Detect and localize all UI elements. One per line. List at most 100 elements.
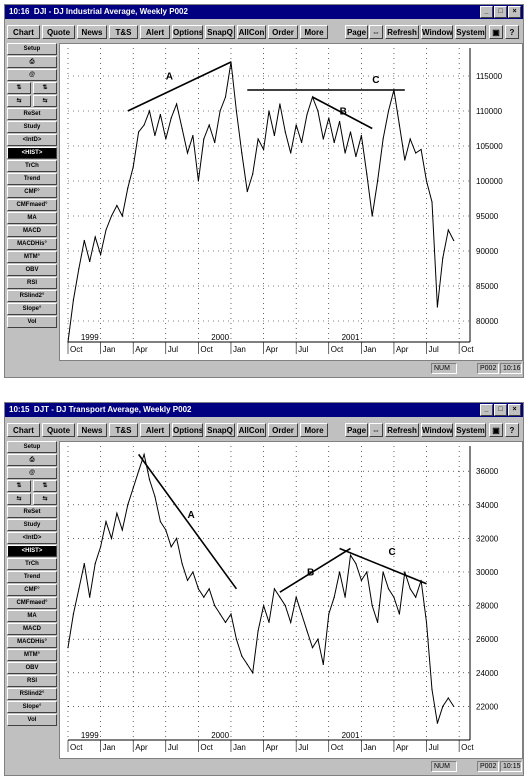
y-tick-label: 85000 <box>476 282 499 291</box>
restore-icon[interactable]: ▣ <box>489 25 503 39</box>
maximize-button[interactable]: □ <box>494 404 507 416</box>
data-point <box>442 257 444 259</box>
scale-up-icon[interactable]: ⇅ <box>7 480 31 492</box>
vol-button[interactable]: Vol <box>7 316 57 328</box>
at-button[interactable]: @ <box>7 467 57 479</box>
print-icon[interactable]: ⎙ <box>7 454 57 466</box>
x-tick-label: Jul <box>429 743 439 752</box>
system-button[interactable]: System <box>455 25 486 39</box>
print-icon[interactable]: ⎙ <box>7 56 57 68</box>
obv-button[interactable]: OBV <box>7 264 57 276</box>
chart-button[interactable]: Chart <box>7 423 40 437</box>
zoom-in-icon[interactable]: ⇆ <box>7 493 31 505</box>
hist-button[interactable]: <HIST> <box>7 147 57 159</box>
slope-button[interactable]: Slope° <box>7 701 57 713</box>
options-button[interactable]: Options <box>172 25 203 39</box>
data-point <box>404 159 406 161</box>
macd-button[interactable]: MACD <box>7 225 57 237</box>
scale-down-icon[interactable]: ⇅ <box>33 82 57 94</box>
macdhis-button[interactable]: MACDHis° <box>7 238 57 250</box>
intd-button[interactable]: <IntD> <box>7 532 57 544</box>
page-button[interactable]: Page <box>345 25 368 39</box>
intd-button[interactable]: <IntD> <box>7 134 57 146</box>
minimize-button[interactable]: _ <box>480 404 493 416</box>
chart-area[interactable]: Oct Jan Apr Jul Oct Jan Apr Jul Oct Jan Apr Jul Oct 8… <box>59 43 523 361</box>
zoom-in-icon[interactable]: ⇆ <box>7 95 31 107</box>
snapq-button[interactable]: SnapQ <box>205 423 235 437</box>
trendline-c <box>339 547 427 585</box>
refresh-button[interactable]: Refresh <box>385 25 419 39</box>
allcon-button[interactable]: AllCon <box>237 423 266 437</box>
slope-button[interactable]: Slope° <box>7 303 57 315</box>
more-button[interactable]: More <box>300 423 328 437</box>
rsiind-button[interactable]: RSIind2° <box>7 290 57 302</box>
trch-button[interactable]: TrCh <box>7 558 57 570</box>
title-bar[interactable]: 10:15 DJT - DJ Transport Average, Weekly… <box>5 403 523 417</box>
setup-button[interactable]: Setup <box>7 441 57 453</box>
ma-button[interactable]: MA <box>7 610 57 622</box>
cmfmaed-button[interactable]: CMFmaed° <box>7 597 57 609</box>
help-button[interactable]: ? <box>505 25 519 39</box>
refresh-button[interactable]: Refresh <box>385 423 419 437</box>
trch-button[interactable]: TrCh <box>7 160 57 172</box>
order-button[interactable]: Order <box>268 25 298 39</box>
reset-button[interactable]: ReSet <box>7 108 57 120</box>
hist-button[interactable]: <HIST> <box>7 545 57 557</box>
quote-button[interactable]: Quote <box>42 423 75 437</box>
window-button[interactable]: Window <box>421 25 453 39</box>
page-arrows-icon[interactable]: ⇔ <box>369 25 383 39</box>
macdhis-button[interactable]: MACDHis° <box>7 636 57 648</box>
zoom-out-icon[interactable]: ⇆ <box>33 95 57 107</box>
cmf-button[interactable]: CMF° <box>7 186 57 198</box>
page-button[interactable]: Page <box>345 423 368 437</box>
snapq-button[interactable]: SnapQ <box>205 25 235 39</box>
cmfmaed-button[interactable]: CMFmaed° <box>7 199 57 211</box>
rsiind-button[interactable]: RSIind2° <box>7 688 57 700</box>
quote-button[interactable]: Quote <box>42 25 75 39</box>
setup-button[interactable]: Setup <box>7 43 57 55</box>
zoom-out-icon[interactable]: ⇆ <box>33 493 57 505</box>
cmf-button[interactable]: CMF° <box>7 584 57 596</box>
options-button[interactable]: Options <box>172 423 203 437</box>
ts-button[interactable]: T&S <box>109 423 138 437</box>
rsi-button[interactable]: RSI <box>7 675 57 687</box>
at-button[interactable]: @ <box>7 69 57 81</box>
mtm-button[interactable]: MTM° <box>7 649 57 661</box>
trend-button[interactable]: Trend <box>7 173 57 185</box>
minimize-button[interactable]: _ <box>480 6 493 18</box>
reset-button[interactable]: ReSet <box>7 506 57 518</box>
data-point <box>355 563 357 565</box>
study-button[interactable]: Study <box>7 121 57 133</box>
order-button[interactable]: Order <box>268 423 298 437</box>
x-tick-label: Jul <box>298 345 308 354</box>
news-button[interactable]: News <box>77 423 107 437</box>
rsi-button[interactable]: RSI <box>7 277 57 289</box>
vol-button[interactable]: Vol <box>7 714 57 726</box>
mtm-button[interactable]: MTM° <box>7 251 57 263</box>
obv-button[interactable]: OBV <box>7 662 57 674</box>
window-button[interactable]: Window <box>421 423 453 437</box>
system-button[interactable]: System <box>455 423 486 437</box>
title-bar[interactable]: 10:16 DJI - DJ Industrial Average, Weekl… <box>5 5 523 19</box>
scale-up-icon[interactable]: ⇅ <box>7 82 31 94</box>
chart-button[interactable]: Chart <box>7 25 40 39</box>
close-button[interactable]: × <box>508 404 521 416</box>
help-button[interactable]: ? <box>505 423 519 437</box>
close-button[interactable]: × <box>508 6 521 18</box>
ma-button[interactable]: MA <box>7 212 57 224</box>
alert-button[interactable]: Alert <box>140 423 170 437</box>
more-button[interactable]: More <box>300 25 328 39</box>
maximize-button[interactable]: □ <box>494 6 507 18</box>
page-arrows-icon[interactable]: ⇔ <box>369 423 383 437</box>
chart-area[interactable]: Oct Jan Apr Jul Oct Jan Apr Jul Oct Jan Apr Jul Oct 2… <box>59 441 523 759</box>
restore-icon[interactable]: ▣ <box>489 423 503 437</box>
scale-down-icon[interactable]: ⇅ <box>33 480 57 492</box>
alert-button[interactable]: Alert <box>140 25 170 39</box>
trend-button[interactable]: Trend <box>7 571 57 583</box>
data-point <box>453 239 455 242</box>
ts-button[interactable]: T&S <box>109 25 138 39</box>
macd-button[interactable]: MACD <box>7 623 57 635</box>
news-button[interactable]: News <box>77 25 107 39</box>
allcon-button[interactable]: AllCon <box>237 25 266 39</box>
study-button[interactable]: Study <box>7 519 57 531</box>
